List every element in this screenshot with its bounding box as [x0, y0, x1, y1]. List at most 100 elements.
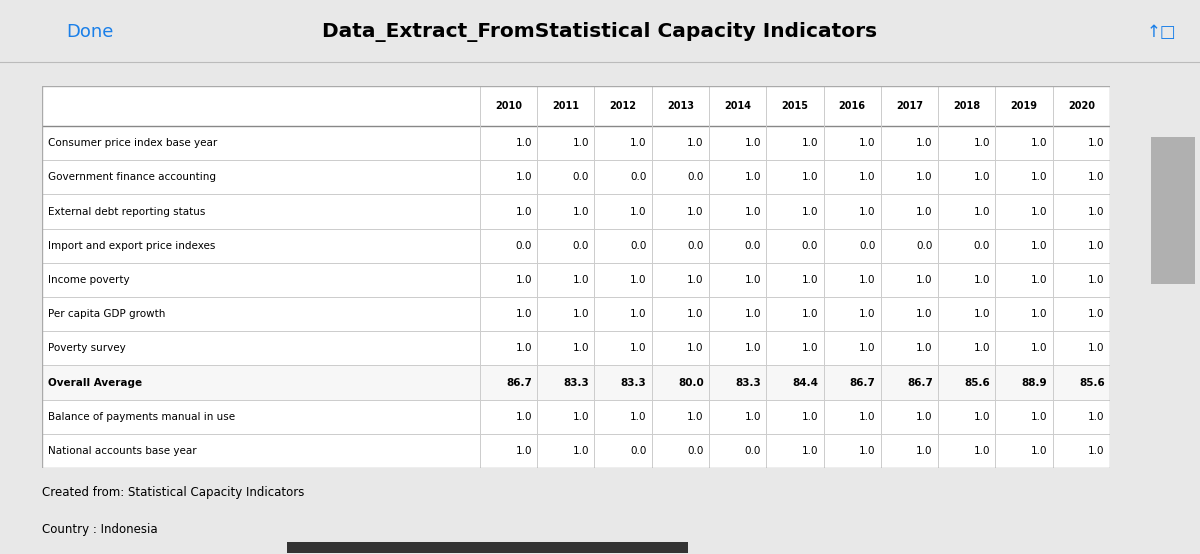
Text: Consumer price index base year: Consumer price index base year [48, 138, 217, 148]
Text: 1.0: 1.0 [630, 275, 647, 285]
Text: 1.0: 1.0 [802, 172, 818, 182]
Bar [42, 399, 1110, 434]
Text: 1.0: 1.0 [859, 138, 876, 148]
Text: 1.0: 1.0 [744, 412, 761, 422]
Text: 1.0: 1.0 [973, 309, 990, 319]
Text: Done: Done [66, 23, 114, 41]
Text: 1.0: 1.0 [688, 275, 703, 285]
Text: 1.0: 1.0 [515, 309, 532, 319]
Text: 1.0: 1.0 [917, 275, 932, 285]
Text: 1.0: 1.0 [1088, 446, 1105, 456]
Text: 0.0: 0.0 [572, 241, 589, 251]
Text: 2020: 2020 [1068, 101, 1094, 111]
Text: 2011: 2011 [552, 101, 580, 111]
Text: 1.0: 1.0 [1088, 343, 1105, 353]
Text: 0.0: 0.0 [688, 241, 703, 251]
Bar [42, 331, 1110, 366]
Text: 1.0: 1.0 [572, 343, 589, 353]
Text: 0.0: 0.0 [802, 241, 818, 251]
Text: 1.0: 1.0 [859, 446, 876, 456]
Text: 1.0: 1.0 [515, 275, 532, 285]
Text: 1.0: 1.0 [917, 412, 932, 422]
Text: Government finance accounting: Government finance accounting [48, 172, 216, 182]
Text: 1.0: 1.0 [744, 207, 761, 217]
Text: 1.0: 1.0 [1088, 207, 1105, 217]
Text: 1.0: 1.0 [973, 172, 990, 182]
Text: Country : Indonesia: Country : Indonesia [42, 522, 157, 536]
Text: 1.0: 1.0 [1031, 138, 1048, 148]
Text: 2010: 2010 [496, 101, 522, 111]
Text: Data_Extract_FromStatistical Capacity Indicators: Data_Extract_FromStatistical Capacity In… [323, 22, 877, 42]
Text: 1.0: 1.0 [1088, 172, 1105, 182]
Text: 1.0: 1.0 [1088, 412, 1105, 422]
Text: 1.0: 1.0 [515, 343, 532, 353]
Text: 1.0: 1.0 [688, 343, 703, 353]
Text: 1.0: 1.0 [917, 207, 932, 217]
Text: 86.7: 86.7 [850, 378, 876, 388]
Text: 1.0: 1.0 [572, 309, 589, 319]
Text: 1.0: 1.0 [973, 412, 990, 422]
Text: 1.0: 1.0 [572, 207, 589, 217]
Text: 0.0: 0.0 [688, 172, 703, 182]
Text: 1.0: 1.0 [1031, 275, 1048, 285]
Text: Overall Average: Overall Average [48, 378, 143, 388]
Text: 83.3: 83.3 [563, 378, 589, 388]
Bar [42, 297, 1110, 331]
Text: 1.0: 1.0 [1088, 241, 1105, 251]
Text: 1.0: 1.0 [973, 207, 990, 217]
Text: 1.0: 1.0 [1031, 343, 1048, 353]
Text: Import and export price indexes: Import and export price indexes [48, 241, 216, 251]
Text: 1.0: 1.0 [572, 138, 589, 148]
Text: 1.0: 1.0 [630, 138, 647, 148]
Text: 1.0: 1.0 [917, 138, 932, 148]
Text: 1.0: 1.0 [1031, 241, 1048, 251]
Text: 2013: 2013 [667, 101, 694, 111]
Text: 1.0: 1.0 [973, 343, 990, 353]
Text: 1.0: 1.0 [515, 446, 532, 456]
Text: 1.0: 1.0 [973, 275, 990, 285]
Text: 1.0: 1.0 [1088, 309, 1105, 319]
Text: 86.7: 86.7 [907, 378, 932, 388]
Text: 1.0: 1.0 [744, 172, 761, 182]
Text: 1.0: 1.0 [973, 446, 990, 456]
Text: Balance of payments manual in use: Balance of payments manual in use [48, 412, 235, 422]
Text: 1.0: 1.0 [859, 275, 876, 285]
Text: External debt reporting status: External debt reporting status [48, 207, 205, 217]
Text: 0.0: 0.0 [630, 172, 647, 182]
Text: 1.0: 1.0 [802, 412, 818, 422]
Text: 1.0: 1.0 [1088, 138, 1105, 148]
Text: 1.0: 1.0 [859, 207, 876, 217]
Text: Created from: Statistical Capacity Indicators: Created from: Statistical Capacity Indic… [42, 486, 305, 499]
Text: 2019: 2019 [1010, 101, 1038, 111]
Text: 80.0: 80.0 [678, 378, 703, 388]
Text: 1.0: 1.0 [917, 172, 932, 182]
Text: 83.3: 83.3 [620, 378, 647, 388]
Text: 1.0: 1.0 [802, 207, 818, 217]
Text: 83.3: 83.3 [736, 378, 761, 388]
Text: 88.9: 88.9 [1021, 378, 1048, 388]
Text: 1.0: 1.0 [630, 343, 647, 353]
Text: 1.0: 1.0 [515, 138, 532, 148]
Text: 0.0: 0.0 [630, 446, 647, 456]
Text: 1.0: 1.0 [859, 412, 876, 422]
Bar [287, 542, 688, 553]
Text: 1.0: 1.0 [1031, 309, 1048, 319]
Text: 1.0: 1.0 [630, 309, 647, 319]
Text: 1.0: 1.0 [802, 275, 818, 285]
Text: 1.0: 1.0 [802, 309, 818, 319]
Text: 1.0: 1.0 [515, 207, 532, 217]
Text: 1.0: 1.0 [688, 138, 703, 148]
Text: 0.0: 0.0 [688, 446, 703, 456]
Text: 0.0: 0.0 [973, 241, 990, 251]
Text: 2015: 2015 [781, 101, 809, 111]
Text: 1.0: 1.0 [572, 412, 589, 422]
Text: 1.0: 1.0 [1031, 412, 1048, 422]
Text: 1.0: 1.0 [630, 207, 647, 217]
Text: 1.0: 1.0 [917, 343, 932, 353]
Text: 0.0: 0.0 [744, 446, 761, 456]
Text: 1.0: 1.0 [973, 138, 990, 148]
Text: 1.0: 1.0 [859, 343, 876, 353]
Text: 1.0: 1.0 [917, 446, 932, 456]
Text: 1.0: 1.0 [630, 412, 647, 422]
Text: 85.6: 85.6 [1079, 378, 1105, 388]
